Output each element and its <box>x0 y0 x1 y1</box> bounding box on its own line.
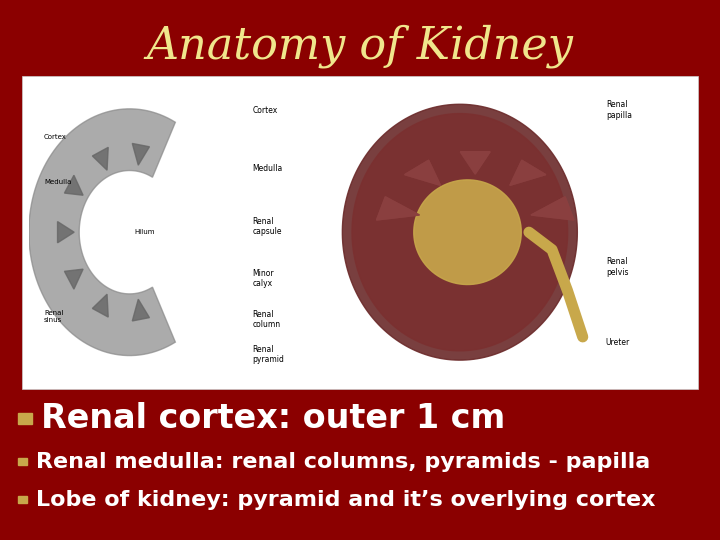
Polygon shape <box>64 176 83 195</box>
Polygon shape <box>377 197 420 220</box>
Text: Renal
pelvis: Renal pelvis <box>606 258 629 277</box>
Text: Renal cortex: outer 1 cm: Renal cortex: outer 1 cm <box>41 402 505 435</box>
Polygon shape <box>132 144 150 165</box>
Polygon shape <box>414 180 521 285</box>
Polygon shape <box>531 197 574 220</box>
Polygon shape <box>377 197 420 220</box>
Text: Renal
pyramid: Renal pyramid <box>253 345 284 364</box>
Text: Medulla: Medulla <box>44 179 71 185</box>
Text: Renal
column: Renal column <box>253 310 281 329</box>
Text: Renal
capsule: Renal capsule <box>253 217 282 236</box>
Text: Anatomy of Kidney: Anatomy of Kidney <box>147 24 573 68</box>
Text: Cortex: Cortex <box>253 106 278 114</box>
FancyBboxPatch shape <box>18 413 32 424</box>
Polygon shape <box>510 160 546 185</box>
Polygon shape <box>92 147 108 170</box>
Polygon shape <box>352 113 567 351</box>
FancyBboxPatch shape <box>18 496 27 503</box>
Text: Cortex: Cortex <box>44 134 67 140</box>
Text: Renal
papilla: Renal papilla <box>606 100 631 120</box>
Polygon shape <box>510 160 546 185</box>
Polygon shape <box>64 269 83 289</box>
Text: Lobe of kidney: pyramid and it’s overlying cortex: Lobe of kidney: pyramid and it’s overlyi… <box>36 489 655 510</box>
Text: Minor
calyx: Minor calyx <box>253 269 274 288</box>
Polygon shape <box>460 152 490 174</box>
Polygon shape <box>405 160 441 185</box>
Text: Ureter: Ureter <box>606 338 630 347</box>
Text: Medulla: Medulla <box>253 164 283 173</box>
FancyBboxPatch shape <box>18 458 27 465</box>
Text: Renal medulla: renal columns, pyramids - papilla: Renal medulla: renal columns, pyramids -… <box>36 451 650 472</box>
Polygon shape <box>92 294 108 317</box>
FancyBboxPatch shape <box>22 76 698 389</box>
Polygon shape <box>531 197 574 220</box>
Polygon shape <box>132 299 150 321</box>
Text: Renal
sinus: Renal sinus <box>44 310 63 323</box>
Polygon shape <box>58 221 74 243</box>
Text: Hilum: Hilum <box>135 229 155 235</box>
Polygon shape <box>460 152 490 174</box>
Polygon shape <box>405 160 441 185</box>
Polygon shape <box>342 104 577 360</box>
Polygon shape <box>29 109 176 355</box>
